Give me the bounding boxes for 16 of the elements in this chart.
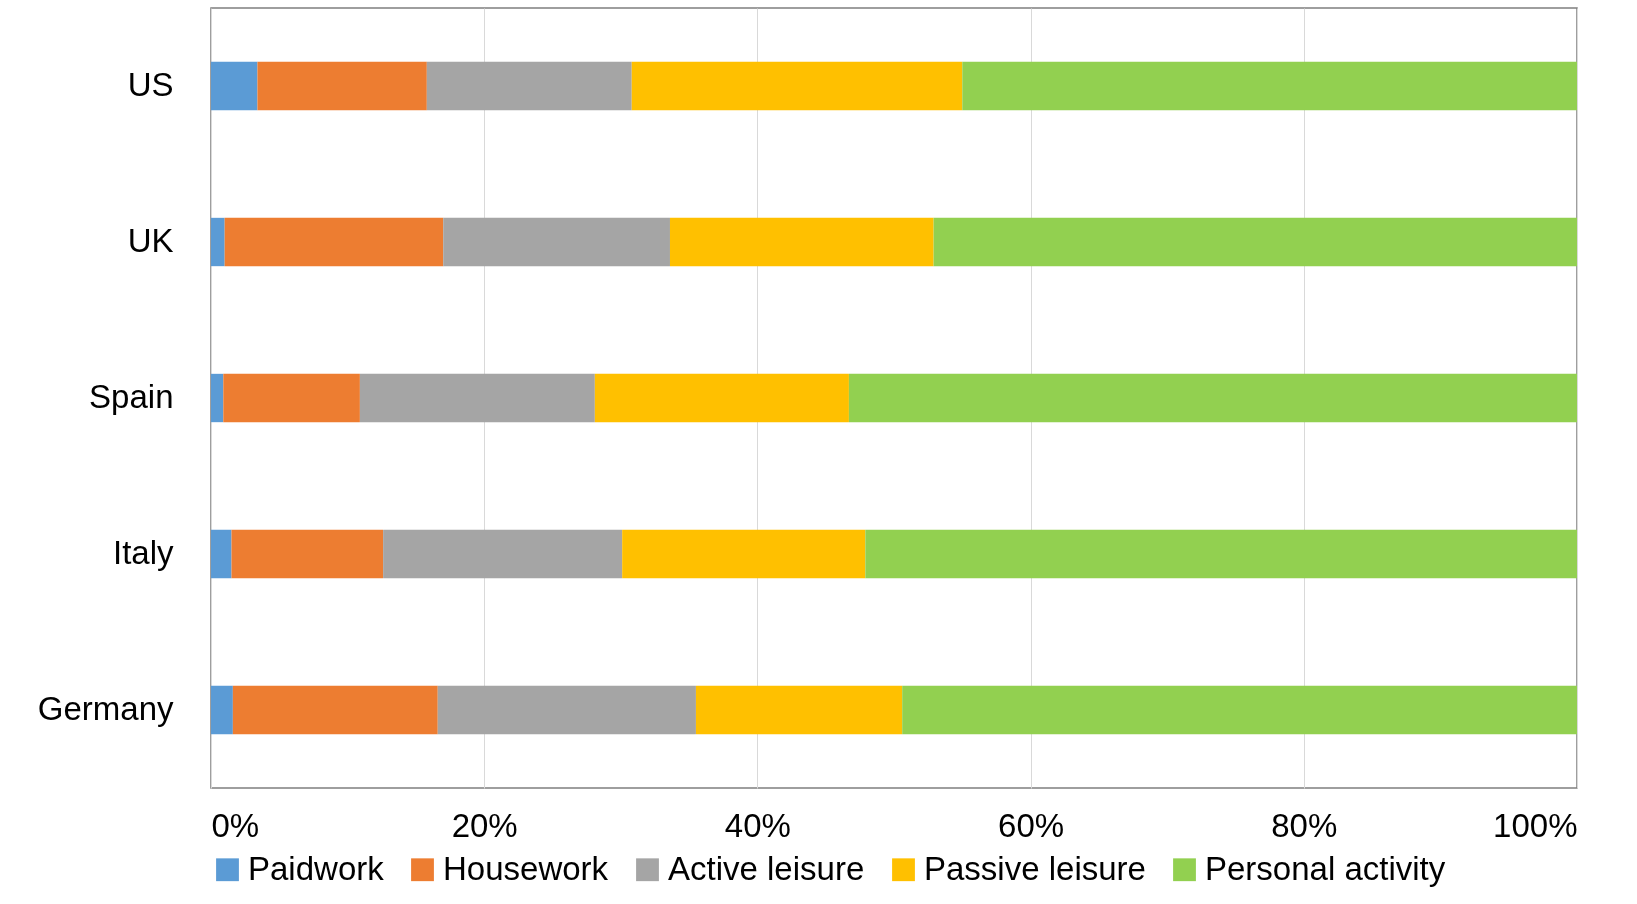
x-tick-label: 40% <box>724 806 791 844</box>
legend-label: Active leisure <box>668 849 865 887</box>
legend-label: Paidwork <box>248 849 385 887</box>
x-tick-label: 80% <box>1271 806 1338 844</box>
y-tick-label: Germany <box>37 690 174 727</box>
y-tick-label: US <box>127 66 174 103</box>
x-tick-label: 0% <box>211 806 260 844</box>
legend-label: Personal activity <box>1205 849 1446 887</box>
legend-label: Housework <box>443 849 609 887</box>
x-tick-label: 60% <box>998 806 1065 844</box>
x-tick-label: 100% <box>1493 806 1578 844</box>
y-tick-label: Spain <box>89 378 174 415</box>
y-tick-label: Italy <box>112 534 174 571</box>
x-tick-label: 20% <box>451 806 518 844</box>
y-tick-label: UK <box>127 222 174 259</box>
legend-label: Passive leisure <box>924 849 1146 887</box>
